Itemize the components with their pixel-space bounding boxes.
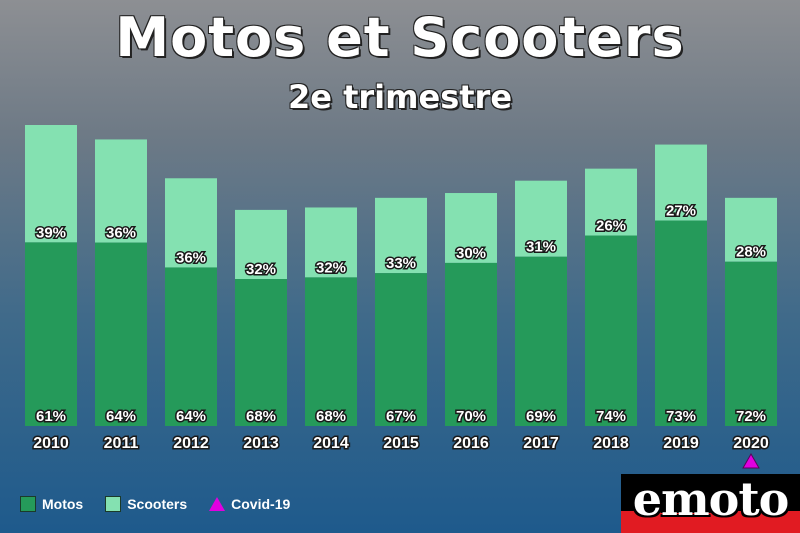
legend-item-covid: Covid-19 <box>209 496 290 512</box>
legend-item-scooters: Scooters <box>105 496 187 512</box>
data-label-scooters-2017: 31% <box>526 239 556 256</box>
data-label-scooters-2011: 36% <box>106 225 136 242</box>
data-label-scooters-2020: 28% <box>736 244 766 261</box>
bar-motos-2013 <box>235 279 287 426</box>
bar-scooters-2018 <box>585 168 637 236</box>
data-label-motos-2017: 69% <box>526 408 556 425</box>
bar-scooters-2017 <box>515 180 567 257</box>
bar-motos-2020 <box>725 261 777 426</box>
emoto-logo: emoto <box>621 474 800 533</box>
bar-scooters-2011 <box>95 139 147 243</box>
bar-motos-2018 <box>585 235 637 426</box>
x-tick-label-2020: 2020 <box>733 435 769 452</box>
bar-scooters-2010 <box>25 125 77 243</box>
bar-scooters-2019 <box>655 144 707 221</box>
bar-motos-2017 <box>515 256 567 426</box>
bar-scooters-2013 <box>235 209 287 280</box>
chart-title: Motos et Scooters <box>115 6 685 69</box>
legend-label-motos: Motos <box>42 496 84 512</box>
data-label-motos-2010: 61% <box>36 408 66 425</box>
legend-item-motos: Motos <box>20 496 83 512</box>
data-label-motos-2016: 70% <box>456 408 486 425</box>
x-tick-label-2012: 2012 <box>173 435 209 452</box>
data-label-motos-2015: 67% <box>386 408 416 425</box>
x-tick-label-2014: 2014 <box>313 435 349 452</box>
data-label-scooters-2014: 32% <box>316 259 346 276</box>
bar-scooters-2014 <box>305 207 357 278</box>
bar-motos-2010 <box>25 242 77 426</box>
chart-legend: Motos Scooters Covid-19 <box>20 496 312 512</box>
bar-motos-2011 <box>95 242 147 426</box>
bar-scooters-2015 <box>375 197 427 274</box>
bar-scooters-2020 <box>725 197 777 262</box>
bar-motos-2014 <box>305 277 357 426</box>
data-label-scooters-2012: 36% <box>176 249 206 266</box>
data-label-scooters-2018: 26% <box>596 218 626 235</box>
data-label-scooters-2019: 27% <box>666 203 696 220</box>
bar-motos-2012 <box>165 267 217 426</box>
x-tick-label-2017: 2017 <box>523 435 559 452</box>
legend-label-scooters: Scooters <box>127 496 188 512</box>
chart-subtitle: 2e trimestre <box>287 78 513 116</box>
data-label-motos-2014: 68% <box>316 408 346 425</box>
covid-triangle-icon <box>209 497 226 511</box>
logo-text: emoto <box>632 474 790 526</box>
data-label-motos-2020: 72% <box>736 408 766 425</box>
legend-swatch-scooters <box>105 496 122 512</box>
x-tick-label-2011: 2011 <box>104 435 139 452</box>
data-label-scooters-2015: 33% <box>386 255 416 272</box>
bar-scooters-2012 <box>165 178 217 268</box>
x-tick-label-2010: 2010 <box>33 435 69 452</box>
data-label-motos-2011: 64% <box>106 408 136 425</box>
data-label-motos-2012: 64% <box>176 408 206 425</box>
data-label-scooters-2016: 30% <box>456 245 486 262</box>
data-label-scooters-2010: 39% <box>36 224 66 241</box>
x-tick-label-2018: 2018 <box>593 435 629 452</box>
legend-swatch-motos <box>20 496 36 512</box>
bar-scooters-2016 <box>445 193 497 263</box>
legend-label-covid: Covid-19 <box>231 496 291 512</box>
covid-marker-2020 <box>742 452 760 469</box>
data-label-scooters-2013: 32% <box>246 261 276 278</box>
bar-motos-2019 <box>655 220 707 426</box>
x-tick-label-2015: 2015 <box>383 435 419 452</box>
data-label-motos-2019: 73% <box>666 408 696 425</box>
x-tick-label-2013: 2013 <box>243 435 279 452</box>
x-tick-label-2019: 2019 <box>663 435 699 452</box>
logo-red-band <box>621 511 800 533</box>
bar-motos-2016 <box>445 262 497 426</box>
data-label-motos-2013: 68% <box>246 408 276 425</box>
data-label-motos-2018: 74% <box>596 408 626 425</box>
x-tick-label-2016: 2016 <box>453 435 489 452</box>
bar-motos-2015 <box>375 273 427 426</box>
